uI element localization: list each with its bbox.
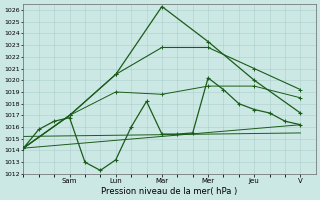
X-axis label: Pression niveau de la mer( hPa ): Pression niveau de la mer( hPa ) <box>101 187 238 196</box>
